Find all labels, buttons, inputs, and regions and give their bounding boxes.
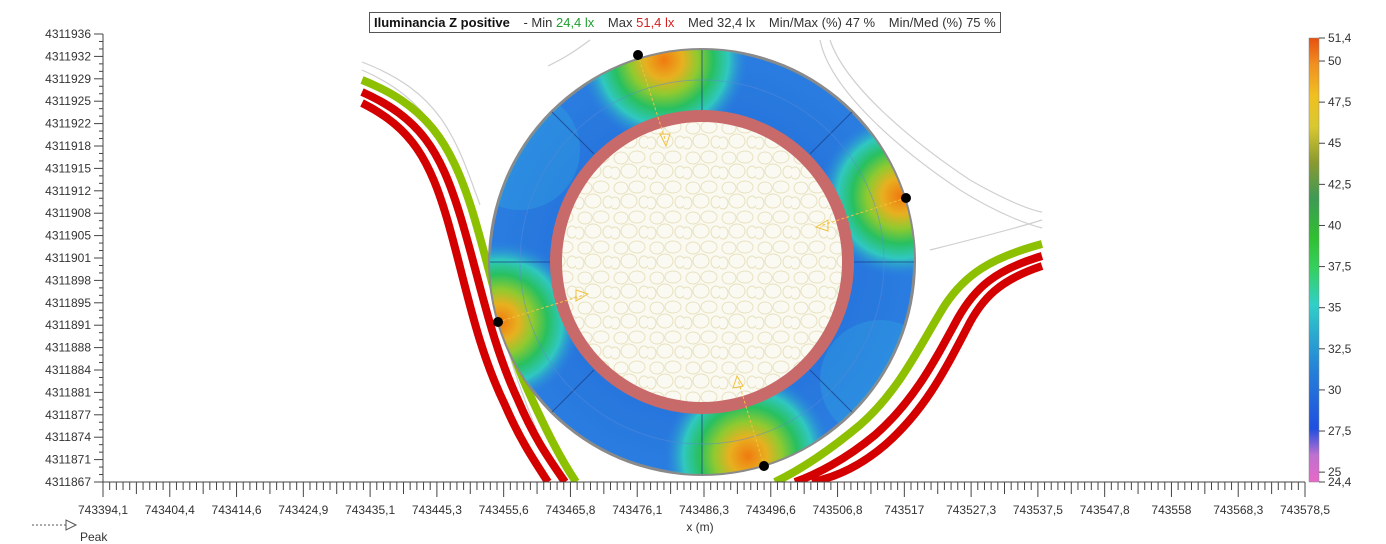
y-tick-label: 4311925 — [45, 94, 91, 108]
y-tick-label: 4311888 — [45, 341, 91, 355]
x-tick-label: 743455,6 — [479, 503, 529, 517]
y-tick-label: 4311905 — [45, 229, 91, 243]
x-axis: 743394,1 743404,4 743414,6 743424,9 743435,1… — [78, 481, 1330, 517]
minmax-value: 47 % — [845, 15, 876, 30]
x-tick-label: 743486,3 — [679, 503, 729, 517]
luminaire-3 — [493, 289, 590, 327]
med-label: Med — [688, 15, 714, 30]
x-tick-label: 743496,6 — [746, 503, 796, 517]
x-tick-label: 743506,8 — [813, 503, 863, 517]
minmed-value: 75 % — [966, 15, 996, 30]
y-tick-label: 4311936 — [45, 27, 91, 41]
x-axis-label: x (m) — [686, 520, 713, 534]
calc-surface-title: Iluminancia Z positive — [374, 15, 510, 30]
y-tick-label: 4311874 — [45, 430, 91, 444]
y-tick-label: 4311884 — [45, 363, 91, 377]
max-value: 51,4 lx — [636, 15, 675, 30]
results-summary: Iluminancia Z positive - Min 24,4 lx Max… — [369, 12, 1001, 33]
luminaires — [493, 50, 911, 471]
colorbar-label: 35 — [1328, 301, 1342, 315]
y-tick-label: 4311908 — [45, 206, 91, 220]
x-tick-label: 743558 — [1151, 503, 1191, 517]
colorbar-label: 45 — [1328, 136, 1342, 150]
minmed-label: Min/Med (%) — [888, 15, 963, 30]
colorbar-gradient — [1308, 37, 1320, 483]
y-tick-label: 4311918 — [45, 139, 91, 153]
x-tick-label: 743404,4 — [145, 503, 195, 517]
x-tick-label: 743414,6 — [212, 503, 262, 517]
x-tick-label: 743537,5 — [1013, 503, 1063, 517]
y-tick-label: 4311915 — [45, 161, 91, 175]
colorbar-label: 30 — [1328, 383, 1342, 397]
y-tick-label: 4311891 — [45, 318, 91, 332]
x-tick-label: 743394,1 — [78, 503, 128, 517]
x-tick-label: 743568,3 — [1213, 503, 1263, 517]
roundabout — [488, 48, 916, 476]
colorbar-label: 47,5 — [1328, 95, 1352, 109]
y-tick-label: 4311867 — [45, 475, 91, 489]
y-tick-label: 4311881 — [45, 385, 91, 399]
y-axis: 4311936 4311932 4311929 4311925 4311922 43119… — [45, 27, 104, 489]
x-tick-label: 743517 — [884, 503, 924, 517]
x-tick-label: 743435,1 — [345, 503, 395, 517]
colorbar-label: 37,5 — [1328, 260, 1352, 274]
x-tick-label: 743527,3 — [946, 503, 996, 517]
x-tick-label: 743445,3 — [412, 503, 462, 517]
colorbar-label: 40 — [1328, 218, 1342, 232]
y-tick-label: 4311901 — [45, 251, 91, 265]
peak-label: Peak — [80, 530, 108, 544]
colorbar-label: 32,5 — [1328, 342, 1352, 356]
min-value: 24,4 lx — [555, 15, 595, 30]
peak-arrow-icon — [32, 519, 78, 531]
colorbar-label: 50 — [1328, 54, 1342, 68]
y-tick-label: 4311877 — [45, 408, 91, 422]
luminaire-4 — [732, 374, 769, 471]
y-tick-label: 4311929 — [45, 72, 91, 86]
site-drawing — [360, 39, 1044, 482]
y-tick-label: 4311898 — [45, 273, 91, 287]
x-tick-label: 743547,8 — [1080, 503, 1130, 517]
title-separator: - — [523, 15, 528, 30]
y-tick-label: 4311922 — [45, 117, 91, 131]
y-tick-label: 4311895 — [45, 296, 91, 310]
colorbar-label: 27,5 — [1328, 424, 1352, 438]
colorbar-label: 51,4 — [1328, 31, 1352, 45]
x-tick-label: 743578,5 — [1280, 503, 1330, 517]
luminaire-1 — [633, 50, 671, 148]
max-label: Max — [607, 15, 633, 30]
colorbar-label: 42,5 — [1328, 177, 1352, 191]
luminaire-2 — [814, 193, 911, 232]
colorbar-label: 25 — [1328, 465, 1342, 479]
y-tick-label: 4311871 — [45, 453, 91, 467]
x-tick-label: 743465,8 — [545, 503, 595, 517]
colorbar-label: 24,4 — [1328, 475, 1352, 489]
med-value: 32,4 lx — [716, 15, 756, 30]
road-right — [773, 240, 1044, 482]
x-tick-label: 743424,9 — [278, 503, 328, 517]
y-tick-label: 4311912 — [45, 184, 91, 198]
y-tick-label: 4311932 — [45, 49, 91, 63]
min-label: Min — [531, 15, 553, 30]
x-tick-label: 743476,1 — [612, 503, 662, 517]
minmax-label: Min/Max (%) — [768, 15, 842, 30]
